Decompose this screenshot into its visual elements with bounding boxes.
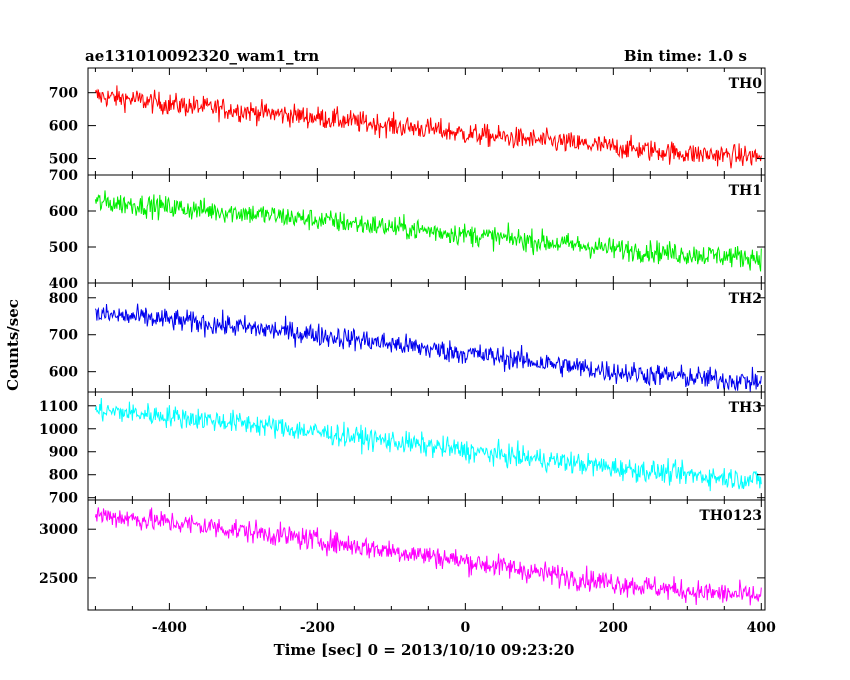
series-line-th0 — [94, 85, 762, 169]
y-tick-label: 400 — [49, 276, 78, 292]
series-line-th0123 — [94, 507, 762, 606]
chart-title: ae131010092320_wam1_trn — [85, 47, 319, 65]
panel-th3: 700 800 900 1000 1100 TH3 — [39, 391, 766, 507]
y-tick-label: 700 — [49, 491, 78, 507]
series-line-th1 — [94, 190, 762, 272]
panel-name-label: TH1 — [729, 183, 762, 199]
x-tick-label: 200 — [599, 620, 628, 636]
panel-th2: 600 700 800 TH2 — [49, 282, 766, 393]
panel-th0: 500 600 700 TH0 — [49, 67, 766, 176]
y-axis-label: Counts/sec — [4, 299, 22, 391]
y-tick-label: 700 — [49, 328, 78, 344]
x-tick-label: 400 — [747, 620, 776, 636]
panel-name-label: TH3 — [729, 400, 762, 416]
y-tick-label: 600 — [49, 204, 78, 220]
y-tick-label: 900 — [49, 445, 78, 461]
y-tick-label: 700 — [49, 168, 78, 184]
y-tick-label: 1100 — [39, 399, 78, 415]
panel-name-label: TH0123 — [699, 508, 762, 524]
panels-group: 500 600 700 TH0 400 500 600 700 TH1 600 700 800 TH2 7… — [39, 67, 776, 636]
y-tick-label: 1000 — [39, 422, 78, 438]
panel-name-label: TH0 — [729, 76, 763, 92]
y-tick-label: 500 — [49, 152, 78, 168]
chart-subtitle: Bin time: 1.0 s — [624, 47, 747, 65]
series-line-th3 — [94, 397, 762, 492]
y-tick-label: 600 — [49, 365, 78, 381]
panel-frame — [87, 499, 766, 611]
x-axis-label: Time [sec] 0 = 2013/10/10 09:23:20 — [274, 641, 575, 659]
y-tick-label: 2500 — [39, 571, 78, 587]
y-tick-label: 800 — [49, 291, 78, 307]
y-tick-label: 3000 — [39, 522, 78, 538]
series-line-th2 — [94, 303, 762, 392]
y-tick-label: 800 — [49, 468, 78, 484]
panel-name-label: TH2 — [729, 291, 762, 307]
x-tick-label: -400 — [152, 620, 187, 636]
x-tick-label: -200 — [300, 620, 335, 636]
x-tick-label: 0 — [460, 620, 470, 636]
y-tick-label: 600 — [49, 119, 78, 135]
panel-th0123: 2500 3000 TH0123 — [39, 499, 766, 611]
y-tick-label: 700 — [49, 86, 78, 102]
panel-th1: 400 500 600 700 TH1 — [49, 168, 766, 292]
y-tick-label: 500 — [49, 240, 78, 256]
